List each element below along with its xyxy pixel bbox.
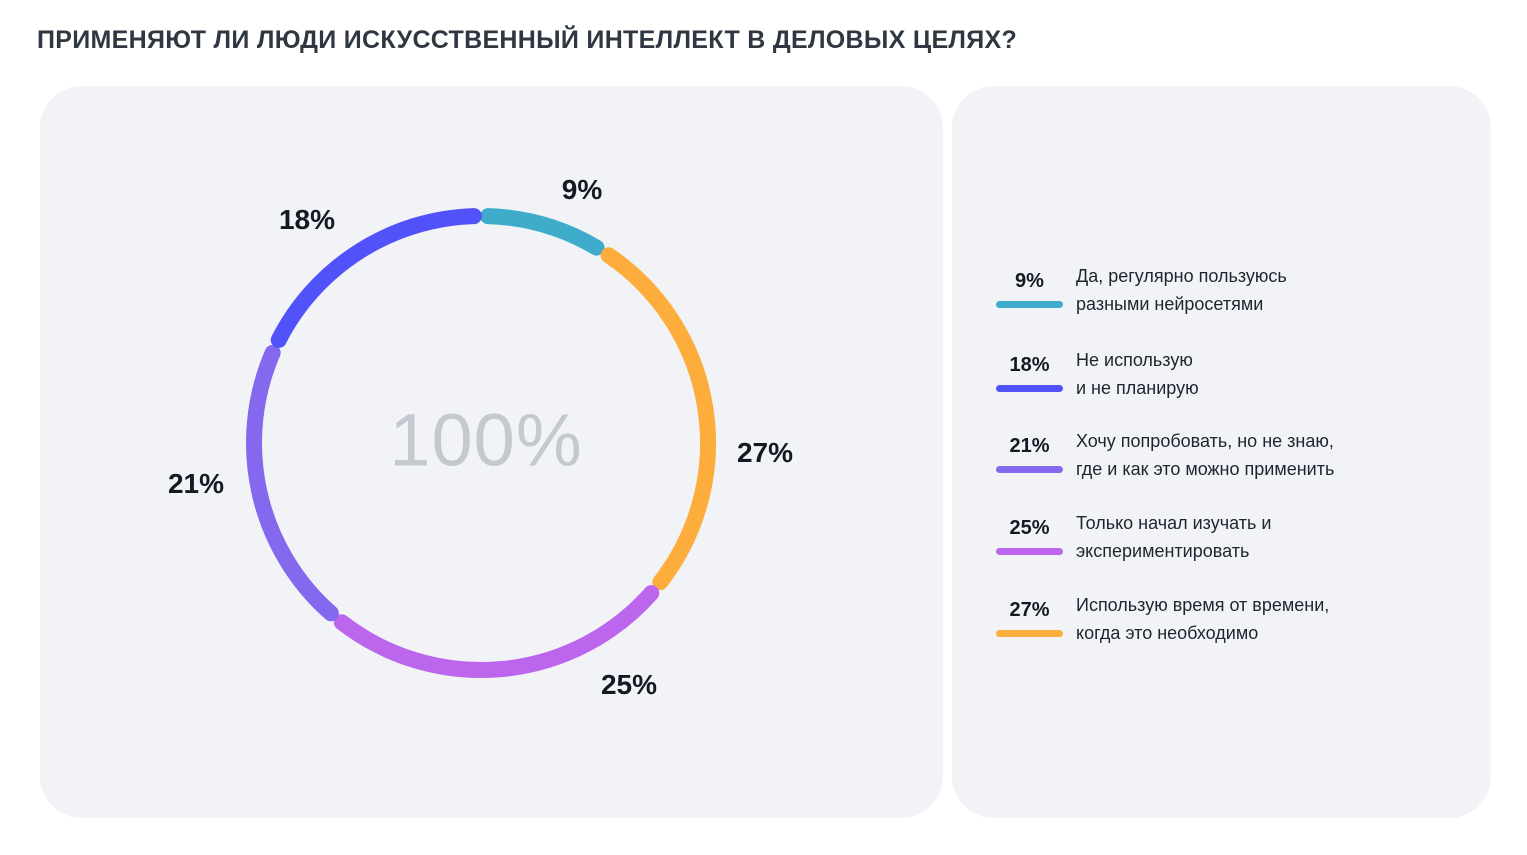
- legend-text: Хочу попробовать, но не знаю, где и как э…: [1076, 427, 1416, 483]
- legend-line: Да, регулярно пользуюсь: [1076, 266, 1287, 286]
- legend-swatch: [996, 301, 1063, 308]
- legend-line: когда это необходимо: [1076, 623, 1259, 643]
- legend-line: Только начал изучать и: [1076, 513, 1272, 533]
- page-title: ПРИМЕНЯЮТ ЛИ ЛЮДИ ИСКУССТВЕННЫЙ ИНТЕЛЛЕК…: [37, 26, 1018, 54]
- legend-text: Да, регулярно пользуюсь разными нейросетя…: [1076, 262, 1416, 318]
- donut-slice: [270, 208, 482, 348]
- legend-line: Не использую: [1076, 350, 1193, 370]
- legend-text: Только начал изучать и экспериментировать: [1076, 509, 1416, 565]
- legend-item: 25% Только начал изучать и экспериментиро…: [996, 513, 1436, 587]
- legend-swatch: [996, 548, 1063, 555]
- slice-label-yes-regularly: 9%: [561, 174, 603, 205]
- legend-line: где и как это можно применить: [1076, 459, 1335, 479]
- slice-label-want-to-try: 21%: [167, 468, 225, 499]
- legend-pct: 18%: [1009, 354, 1050, 376]
- legend-text: Использую время от времени, когда это нео…: [1076, 591, 1416, 647]
- legend-item: 27% Использую время от времени, когда это…: [996, 595, 1436, 669]
- legend-swatch: [996, 630, 1063, 637]
- legend-pct: 9%: [1015, 270, 1044, 292]
- legend-swatch: [996, 466, 1063, 473]
- donut-slice: [333, 585, 660, 678]
- donut-slice: [246, 344, 339, 622]
- center-total-label: 100%: [389, 398, 583, 482]
- slice-label-occasionally: 27%: [736, 437, 794, 468]
- chart-panel: [40, 86, 943, 818]
- legend-line: Хочу попробовать, но не знаю,: [1076, 431, 1334, 451]
- legend-pct: 25%: [1009, 517, 1050, 539]
- legend-item: 18% Не использую и не планирую: [996, 350, 1436, 424]
- legend-line: разными нейросетями: [1076, 294, 1264, 314]
- slice-label-just-started: 25%: [600, 669, 658, 700]
- legend-text: Не использую и не планирую: [1076, 346, 1416, 402]
- donut-slice: [480, 208, 605, 256]
- legend-line: экспериментировать: [1076, 541, 1250, 561]
- slice-label-not-using: 18%: [278, 204, 336, 235]
- donut-slice: [600, 247, 716, 591]
- legend-pct: 27%: [1009, 599, 1050, 621]
- legend-swatch: [996, 385, 1063, 392]
- legend-item: 9% Да, регулярно пользуюсь разными нейрос…: [996, 266, 1436, 340]
- legend-panel: [952, 86, 1491, 818]
- legend-pct: 21%: [1009, 435, 1050, 457]
- legend-item: 21% Хочу попробовать, но не знаю, где и к…: [996, 431, 1436, 505]
- legend-line: и не планирую: [1076, 378, 1199, 398]
- legend-line: Использую время от времени,: [1076, 595, 1330, 615]
